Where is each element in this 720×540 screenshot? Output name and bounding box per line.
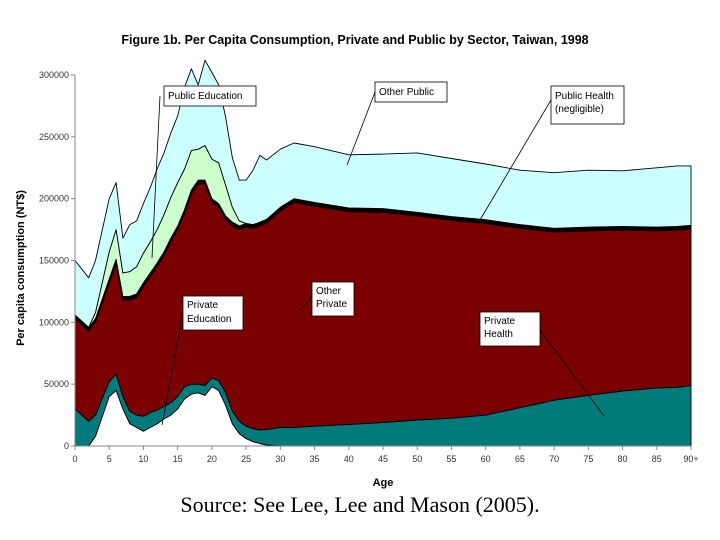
y-tick-label: 300000 [39,70,69,80]
y-tick-label: 150000 [39,256,69,266]
annotation-public-education-text: Public Education [168,91,243,102]
annotation-other-private-line2: Private [316,299,348,310]
x-axis-label: Age [373,477,394,489]
x-tick-label: 40 [344,454,354,464]
y-tick-label: 100000 [39,317,69,327]
x-tick-label: 70 [549,454,559,464]
annotation-public-health-note: (negligible) [555,104,604,115]
x-tick-label: 60 [481,454,491,464]
annotation-private-education: Private Education [161,295,244,426]
annotation-private-education-line2: Education [187,314,231,325]
x-tick-label: 20 [207,454,217,464]
chart-ticks: 0 50000 100000 150000 200000 250000 300000 0 5 10… [39,70,699,464]
chart-title: Figure 1b. Per Capita Consumption, Priva… [121,33,588,47]
y-axis-label: Per capita consumption (NT$) [15,190,27,346]
source-caption: Source: See Lee, Lee and Mason (2005). [180,492,540,517]
x-tick-label: 45 [378,454,388,464]
x-tick-label: 55 [446,454,456,464]
x-tick-label: 50 [412,454,422,464]
x-tick-label: 35 [310,454,320,464]
x-tick-label: 10 [138,454,148,464]
annotation-other-public: Other Public [346,81,448,166]
x-tick-label: 0 [72,454,77,464]
annotation-private-health: Private Health [479,311,605,417]
x-tick-label: 30 [275,454,285,464]
x-tick-label: 80 [618,454,628,464]
x-tick-label: 75 [583,454,593,464]
chart-areas [74,59,692,447]
y-tick-label: 200000 [39,194,69,204]
x-tick-label: 65 [515,454,525,464]
annotation-other-public-text: Other Public [379,87,434,98]
y-tick-label: 250000 [39,132,69,142]
annotation-private-health-line2: Health [484,329,513,340]
annotation-private-health-line1: Private [484,316,516,327]
y-tick-label: 50000 [44,379,69,389]
x-tick-label: 85 [652,454,662,464]
annotation-other-private-line1: Other [316,286,342,297]
x-tick-label: 25 [241,454,251,464]
annotation-public-health-text: Public Health [555,91,614,102]
annotation-other-private: Other Private [299,281,355,317]
x-tick-label: 15 [173,454,183,464]
x-tick-label: 5 [107,454,112,464]
annotation-public-education: Public Education [151,85,257,259]
annotation-private-education-line1: Private [187,300,219,311]
annotation-public-health: Public Health (negligible) [479,85,625,221]
chart: Figure 1b. Per Capita Consumption, Priva… [15,33,699,489]
x-tick-label: 90+ [683,454,698,464]
y-tick-label: 0 [64,441,69,451]
